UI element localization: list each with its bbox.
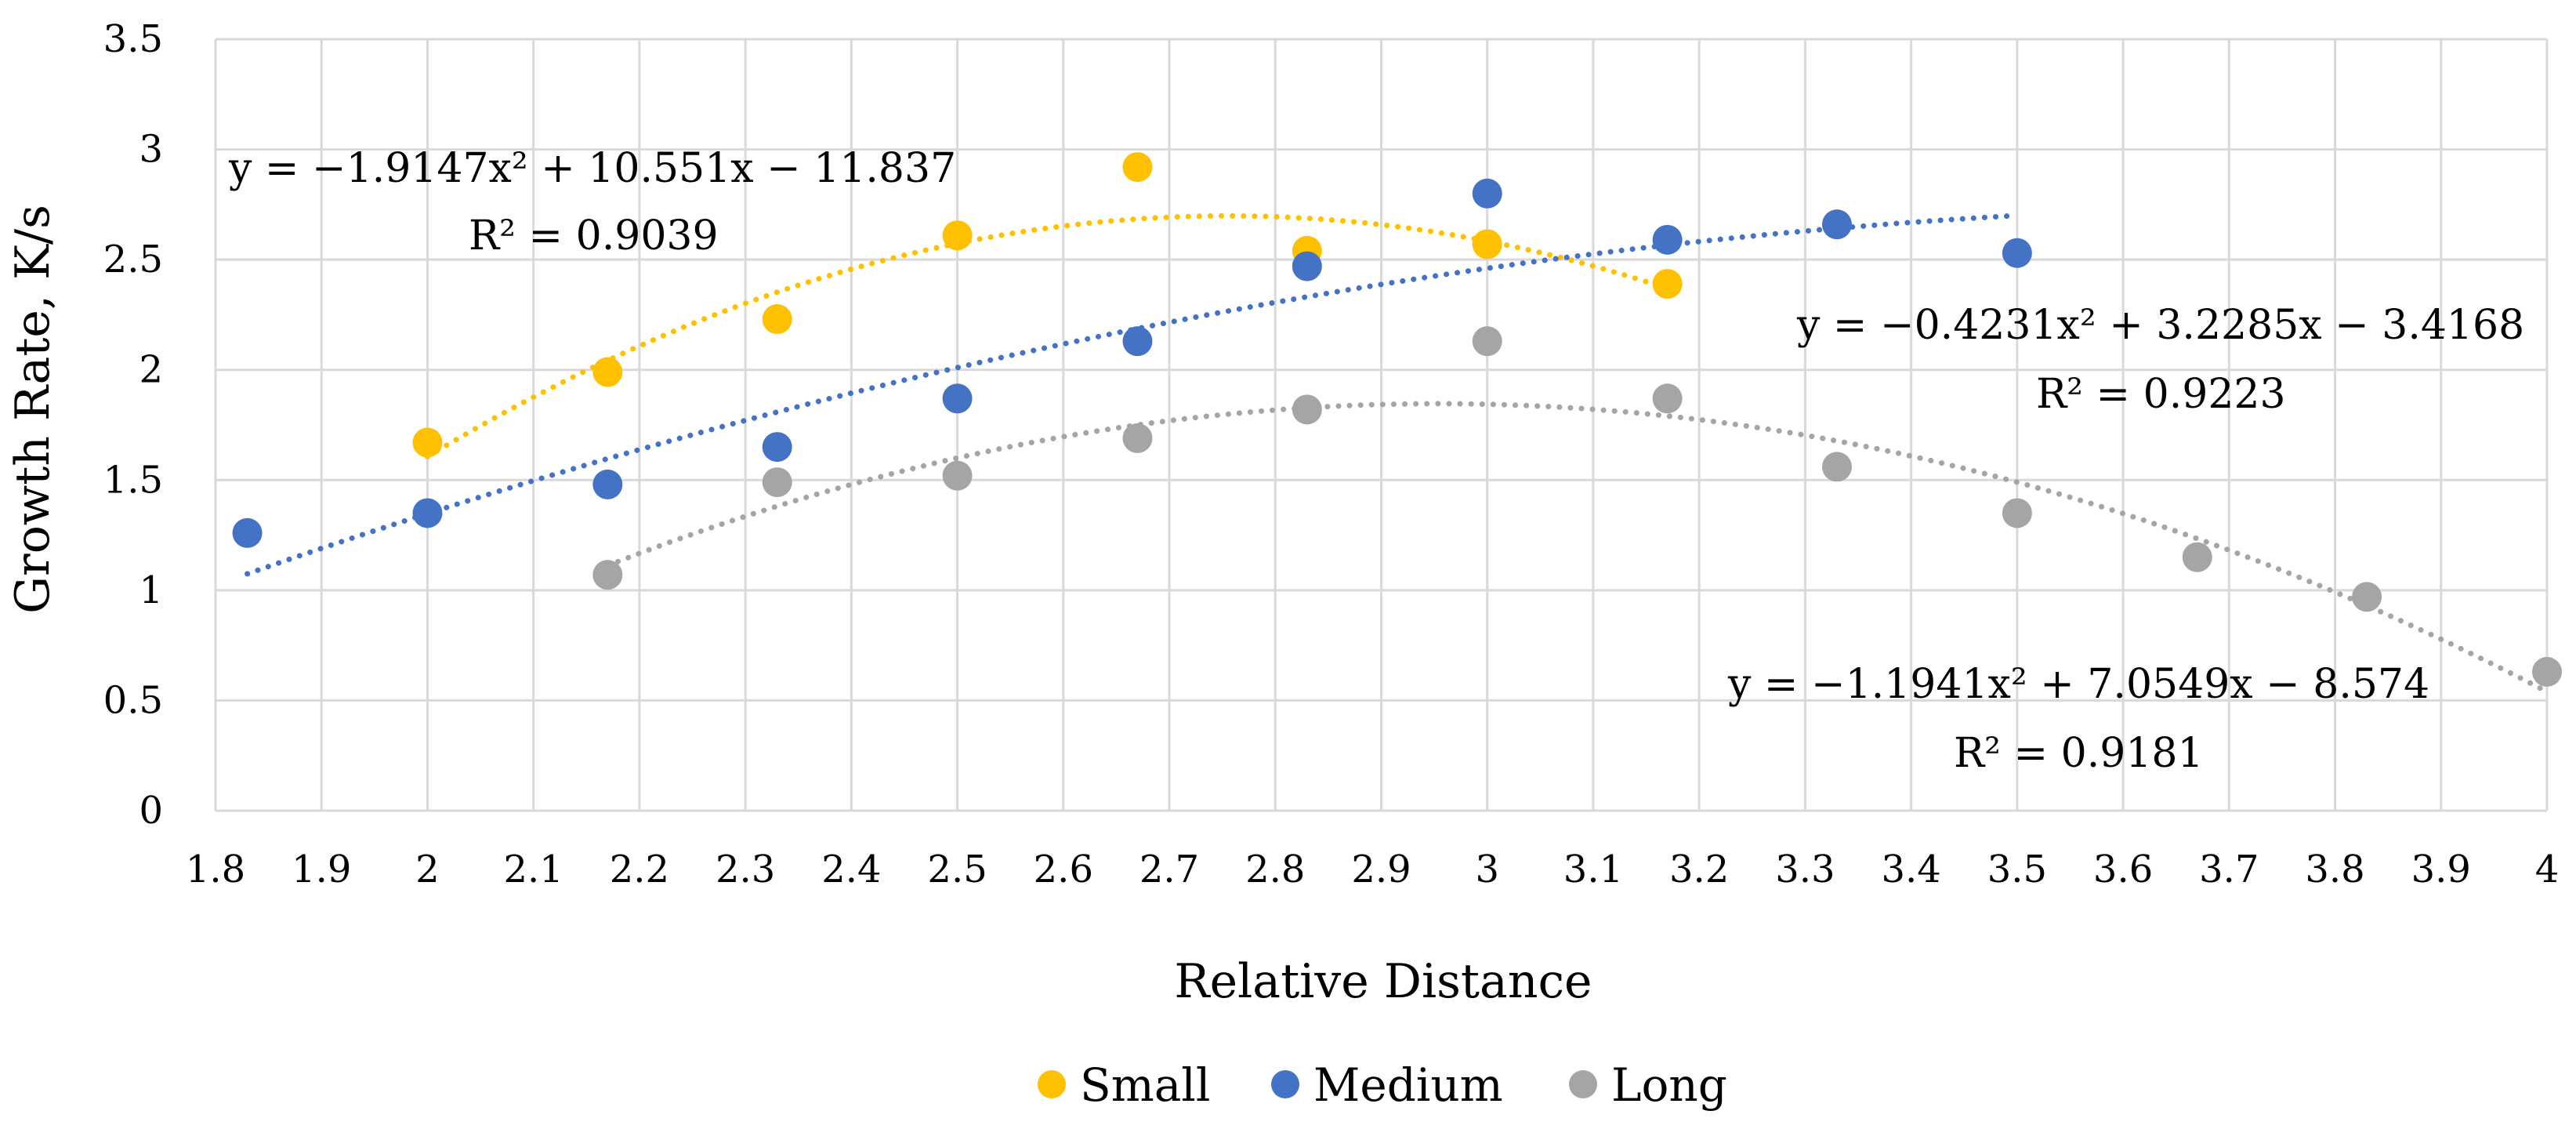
- medium-data-point: [412, 498, 443, 528]
- y-tick-label: 3: [139, 128, 163, 172]
- data-points: [232, 152, 2562, 687]
- y-tick-label: 2.5: [103, 238, 163, 281]
- y-axis-title: Growth Rate, K/s: [5, 205, 60, 614]
- small-data-point: [592, 357, 623, 387]
- x-tick-label: 3.9: [2411, 848, 2471, 891]
- x-tick-label: 2.4: [821, 848, 881, 891]
- x-tick-label: 2.5: [927, 848, 987, 891]
- x-tick-label: 3.8: [2305, 848, 2364, 891]
- x-tick-label: 1.8: [186, 848, 245, 891]
- small-data-point: [762, 304, 792, 335]
- long-data-point: [1652, 383, 1683, 414]
- y-tick-label: 0.5: [103, 678, 163, 722]
- x-tick-label: 3.7: [2199, 848, 2259, 891]
- legend-long-marker: [1569, 1070, 1597, 1098]
- medium-data-point: [762, 432, 792, 463]
- x-tick-label: 2: [415, 848, 440, 891]
- long-data-point: [592, 560, 623, 590]
- small-data-point: [412, 427, 443, 458]
- long-data-point: [762, 467, 792, 498]
- x-tick-label: 3.2: [1669, 848, 1729, 891]
- long-data-point: [942, 460, 973, 491]
- x-tick-label: 3.6: [2093, 848, 2153, 891]
- y-tick-label: 2: [139, 348, 163, 392]
- x-tick-label: 4: [2535, 848, 2560, 891]
- medium-trend-r2: R² = 0.9223: [2036, 371, 2286, 418]
- x-tick-labels: 1.8 1.9 2 2.1 2.2 2.3 2.4 2.5 2.6 2.7 2.8 2.9 3 3.1 3.…: [186, 848, 2559, 891]
- small-trendline: [425, 212, 1671, 459]
- small-trend-equation: y = −1.9147x² + 10.551x − 11.837: [228, 145, 956, 192]
- medium-data-point: [1472, 178, 1502, 209]
- legend-small-marker: [1038, 1070, 1066, 1098]
- x-tick-label: 2.6: [1034, 848, 1093, 891]
- y-tick-label: 1: [139, 568, 163, 612]
- long-trend-equation: y = −1.1941x² + 7.0549x − 8.574: [1727, 661, 2429, 708]
- medium-data-point: [232, 517, 263, 548]
- medium-data-point: [1292, 251, 1322, 281]
- x-tick-label: 3.5: [1987, 848, 2047, 891]
- trendlines: [245, 212, 2550, 695]
- long-data-point: [2182, 542, 2212, 572]
- long-data-point: [2352, 582, 2382, 612]
- long-trend-r2: R² = 0.9181: [1954, 730, 2204, 777]
- x-tick-label: 2.7: [1139, 848, 1199, 891]
- medium-data-point: [2002, 238, 2032, 268]
- x-tick-label: 3.1: [1563, 848, 1623, 891]
- small-data-point: [1652, 269, 1683, 299]
- small-data-point: [1472, 229, 1502, 260]
- x-tick-label: 2.8: [1245, 848, 1305, 891]
- long-data-point: [2002, 498, 2032, 528]
- small-data-point: [1122, 152, 1153, 183]
- y-tick-label: 1.5: [103, 458, 163, 502]
- legend-long-label: Long: [1611, 1058, 1727, 1112]
- medium-data-point: [1821, 209, 1852, 240]
- long-data-point: [1472, 326, 1502, 357]
- legend: Small Medium Long: [1038, 1058, 1727, 1112]
- x-tick-label: 3: [1475, 848, 1499, 891]
- legend-medium-label: Medium: [1313, 1058, 1503, 1112]
- long-data-point: [1821, 452, 1852, 482]
- small-trend-r2: R² = 0.9039: [469, 212, 719, 260]
- y-tick-label: 0: [139, 789, 163, 833]
- medium-data-point: [592, 469, 623, 499]
- x-tick-label: 1.9: [292, 848, 351, 891]
- x-tick-label: 2.2: [610, 848, 669, 891]
- x-tick-label: 3.3: [1775, 848, 1835, 891]
- x-tick-label: 3.4: [1881, 848, 1940, 891]
- x-tick-label: 2.9: [1351, 848, 1411, 891]
- y-tick-label: 3.5: [103, 17, 163, 61]
- medium-trendline: [245, 212, 2020, 577]
- medium-data-point: [942, 383, 973, 414]
- long-data-point: [1292, 394, 1322, 425]
- x-tick-label: 2.3: [716, 848, 775, 891]
- long-trendline: [604, 401, 2550, 695]
- medium-data-point: [1122, 326, 1153, 357]
- small-data-point: [942, 220, 973, 251]
- x-tick-label: 2.1: [504, 848, 563, 891]
- medium-trend-equation: y = −0.4231x² + 3.2285x − 3.4168: [1796, 302, 2524, 349]
- x-axis-title: Relative Distance: [1174, 954, 1592, 1009]
- y-tick-labels: 0 0.5 1 1.5 2 2.5 3 3.5: [103, 17, 163, 833]
- long-data-point: [2532, 656, 2562, 687]
- long-data-point: [1122, 423, 1153, 453]
- legend-small-label: Small: [1080, 1058, 1210, 1112]
- medium-data-point: [1652, 224, 1683, 255]
- legend-medium-marker: [1271, 1070, 1299, 1098]
